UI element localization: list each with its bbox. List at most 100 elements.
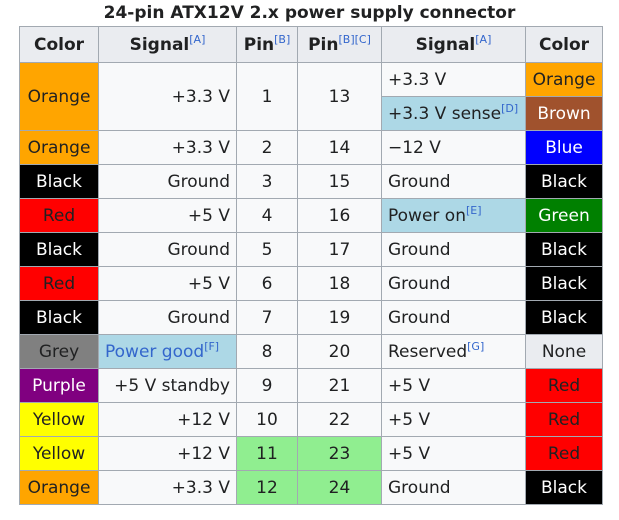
pinout-table: Color Signal[A] Pin[B] Pin[B][C] Signal[… — [19, 26, 603, 505]
signal-cell: Reserved[G] — [381, 334, 526, 369]
table-row: Red +5 V 4 16 Power on[E] Green — [19, 198, 603, 233]
pin-cell: 19 — [297, 300, 382, 335]
signal-cell: Ground — [381, 470, 526, 505]
header-color-right: Color — [525, 26, 603, 63]
pin-cell: 13 — [297, 62, 382, 131]
table-row: Yellow +12 V 11 23 +5 V Red — [19, 436, 603, 471]
wire-color-cell: Red — [525, 436, 603, 471]
header-row: Color Signal[A] Pin[B] Pin[B][C] Signal[… — [19, 26, 603, 63]
table-row: Yellow +12 V 10 22 +5 V Red — [19, 402, 603, 437]
header-pin-left: Pin[B] — [236, 26, 298, 63]
wire-color-cell: Black — [525, 232, 603, 267]
wire-color-cell: Orange — [19, 130, 99, 165]
ref-link[interactable]: [A] — [475, 32, 492, 46]
wire-color-cell: Orange — [19, 470, 99, 505]
pin-cell: 16 — [297, 198, 382, 233]
pin-cell: 9 — [236, 368, 298, 403]
pin-cell: 4 — [236, 198, 298, 233]
pin-cell: 6 — [236, 266, 298, 301]
signal-cell: +5 V standby — [98, 368, 237, 403]
table-row: Red +5 V 6 18 Ground Black — [19, 266, 603, 301]
pin-cell: 17 — [297, 232, 382, 267]
header-pin-right: Pin[B][C] — [297, 26, 382, 63]
wire-color-cell: Blue — [525, 130, 603, 165]
signal-cell: +3.3 V — [381, 62, 526, 97]
signal-cell: +5 V — [381, 436, 526, 471]
pin-cell: 8 — [236, 334, 298, 369]
pin-cell: 18 — [297, 266, 382, 301]
table-row: Orange +3.3 V 12 24 Ground Black — [19, 470, 603, 505]
wire-color-cell: Green — [525, 198, 603, 233]
table-row: Orange +3.3 V 2 14 −12 V Blue — [19, 130, 603, 165]
pin-cell: 21 — [297, 368, 382, 403]
power-good-link[interactable]: Power good — [105, 341, 205, 362]
wire-color-cell: Orange — [525, 62, 603, 97]
table-row: Black Ground 3 15 Ground Black — [19, 164, 603, 199]
table-row: Orange +3.3 V 1 13 +3.3 V Orange — [19, 62, 603, 131]
pin-cell: 20 — [297, 334, 382, 369]
pin-cell: 23 — [297, 436, 382, 471]
wire-color-cell: Black — [19, 300, 99, 335]
table-row: Black Ground 7 19 Ground Black — [19, 300, 603, 335]
ref-link[interactable]: [B] — [274, 32, 291, 46]
wire-color-cell: Grey — [19, 334, 99, 369]
table-row: +3.3 V sense[D] Brown — [20, 96, 603, 131]
ref-link[interactable]: [A] — [189, 32, 206, 46]
pin-cell: 1 — [236, 62, 298, 131]
table-caption: 24-pin ATX12V 2.x power supply connector — [103, 3, 516, 23]
wire-color-cell: Black — [525, 164, 603, 199]
wire-color-cell: Red — [19, 198, 99, 233]
wire-color-cell: Orange — [19, 62, 99, 131]
header-signal-right: Signal[A] — [381, 26, 526, 63]
wire-color-cell: Red — [525, 402, 603, 437]
pin-cell: 24 — [297, 470, 382, 505]
table-row: Black Ground 5 17 Ground Black — [19, 232, 603, 267]
pin-cell: 7 — [236, 300, 298, 335]
wire-color-cell: Red — [19, 266, 99, 301]
pin-cell: 22 — [297, 402, 382, 437]
ref-link[interactable]: [D] — [501, 101, 519, 115]
signal-cell: +5 V — [381, 368, 526, 403]
signal-cell: Power good[F] — [98, 334, 237, 369]
signal-cell: −12 V — [381, 130, 526, 165]
wire-color-cell: Purple — [19, 368, 99, 403]
signal-cell: +12 V — [98, 402, 237, 437]
header-signal-left: Signal[A] — [98, 26, 237, 63]
signal-cell: Ground — [381, 300, 526, 335]
signal-cell: +5 V — [98, 266, 237, 301]
header-color-left: Color — [19, 26, 99, 63]
ref-link[interactable]: [B][C] — [338, 32, 371, 46]
pin-cell: 5 — [236, 232, 298, 267]
wire-color-cell: Black — [19, 164, 99, 199]
signal-cell: +5 V — [98, 198, 237, 233]
signal-cell: +3.3 V sense[D] — [381, 96, 526, 131]
wire-color-cell: Black — [525, 470, 603, 505]
table-row: Purple +5 V standby 9 21 +5 V Red — [19, 368, 603, 403]
ref-link[interactable]: [G] — [467, 339, 485, 353]
signal-cell: Ground — [381, 266, 526, 301]
wire-color-cell: Yellow — [19, 402, 99, 437]
wire-color-cell: Yellow — [19, 436, 99, 471]
wire-color-cell: Red — [525, 368, 603, 403]
signal-cell: Ground — [381, 232, 526, 267]
signal-cell: +3.3 V — [98, 130, 237, 165]
pin-cell: 10 — [236, 402, 298, 437]
table-row: Grey Power good[F] 8 20 Reserved[G] None — [19, 334, 603, 369]
ref-link[interactable]: [E] — [465, 203, 482, 217]
pin-cell: 11 — [236, 436, 298, 471]
pin-cell: 12 — [236, 470, 298, 505]
wire-color-cell: Brown — [525, 96, 603, 131]
signal-cell: +5 V — [381, 402, 526, 437]
wire-color-cell: Black — [525, 300, 603, 335]
signal-cell: Power on[E] — [381, 198, 526, 233]
signal-cell: +12 V — [98, 436, 237, 471]
signal-cell: Ground — [98, 232, 237, 267]
signal-cell: Ground — [381, 164, 526, 199]
ref-link[interactable]: [F] — [204, 339, 220, 353]
wire-color-cell: None — [525, 334, 603, 369]
wire-color-cell: Black — [525, 266, 603, 301]
pin-cell: 15 — [297, 164, 382, 199]
signal-cell: Ground — [98, 300, 237, 335]
pin-cell: 2 — [236, 130, 298, 165]
wire-color-cell: Black — [19, 232, 99, 267]
